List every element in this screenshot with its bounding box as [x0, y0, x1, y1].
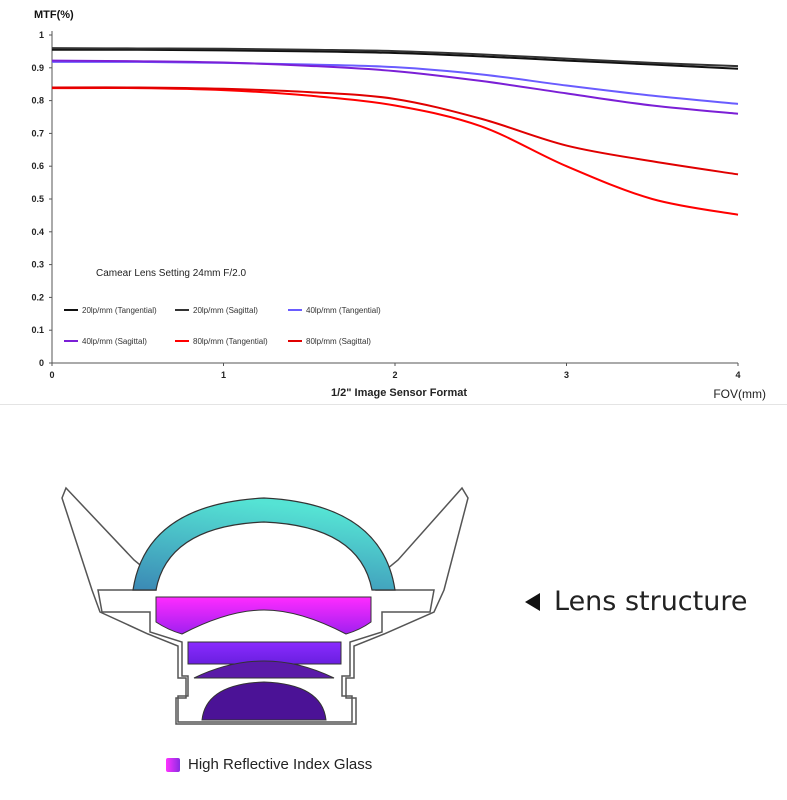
- x-tick-label: 1: [221, 370, 226, 380]
- legend-label: 20lp/mm (Tangential): [82, 306, 157, 315]
- lens-structure-caption: Lens structure: [525, 586, 747, 617]
- x-axis-end-label: FOV(mm): [713, 387, 766, 401]
- series-line: [51, 59, 739, 115]
- x-tick-label: 2: [392, 370, 397, 380]
- magenta-lens-element: [155, 596, 372, 635]
- legend-label: 80lp/mm (Tangential): [193, 337, 268, 346]
- lens-diagram: [61, 486, 469, 725]
- glass-legend-label: High Reflective Index Glass: [188, 756, 373, 773]
- mtf-chart: 0 0.1 0.2 0.3 0.4 0.5 0.6 0.7 0.8 0.9 1 0 1 2 3 4 MTF(%…: [31, 9, 766, 401]
- left-arrow-icon: [525, 592, 540, 611]
- y-tick-label: 0.1: [31, 325, 44, 335]
- chart-legend: 20lp/mm (Tangential) 20lp/mm (Sagittal) 40…: [64, 306, 381, 346]
- glass-legend: High Reflective Index Glass: [166, 756, 372, 773]
- series-line: [51, 86, 739, 216]
- glass-swatch: [166, 757, 180, 772]
- y-tick-label: 0.2: [31, 292, 44, 302]
- y-tick-label: 0.8: [31, 96, 44, 106]
- legend-label: 40lp/mm (Sagittal): [82, 337, 147, 346]
- series-line: [51, 48, 739, 70]
- y-tick-label: 0.3: [31, 260, 44, 270]
- mtf-chart-panel: 0 0.1 0.2 0.3 0.4 0.5 0.6 0.7 0.8 0.9 1 0 1 2 3 4 MTF(%…: [0, 9, 787, 405]
- y-tick-label: 0.4: [31, 227, 44, 237]
- series-line: [51, 60, 739, 105]
- legend-label: 80lp/mm (Sagittal): [306, 337, 371, 346]
- chart-series: [51, 47, 739, 216]
- dark-purple-lens-element: [193, 660, 335, 679]
- series-line: [51, 47, 739, 68]
- dome-lens-element: [132, 497, 396, 591]
- legend-label: 20lp/mm (Sagittal): [193, 306, 258, 315]
- x-tick-label: 3: [564, 370, 569, 380]
- x-axis-label: 1/2" Image Sensor Format: [331, 387, 467, 399]
- y-axis-label: MTF(%): [34, 9, 74, 21]
- legend-label: 40lp/mm (Tangential): [306, 306, 381, 315]
- x-tick-label: 0: [49, 370, 54, 380]
- y-tick-label: 0.6: [31, 161, 44, 171]
- indigo-lens-element: [201, 681, 327, 721]
- chart-annotation: Camear Lens Setting 24mm F/2.0: [96, 268, 247, 279]
- y-tick-label: 0.5: [31, 194, 44, 204]
- y-tick-label: 0: [39, 358, 44, 368]
- x-tick-label: 4: [735, 370, 740, 380]
- y-tick-label: 1: [39, 30, 44, 40]
- y-tick-label: 0.7: [31, 128, 44, 138]
- y-tick-label: 0.9: [31, 63, 44, 73]
- lens-structure-label: Lens structure: [554, 586, 748, 617]
- series-line: [51, 86, 739, 176]
- chart-ticks: 0 0.1 0.2 0.3 0.4 0.5 0.6 0.7 0.8 0.9 1 0 1 2 3 4: [31, 30, 740, 380]
